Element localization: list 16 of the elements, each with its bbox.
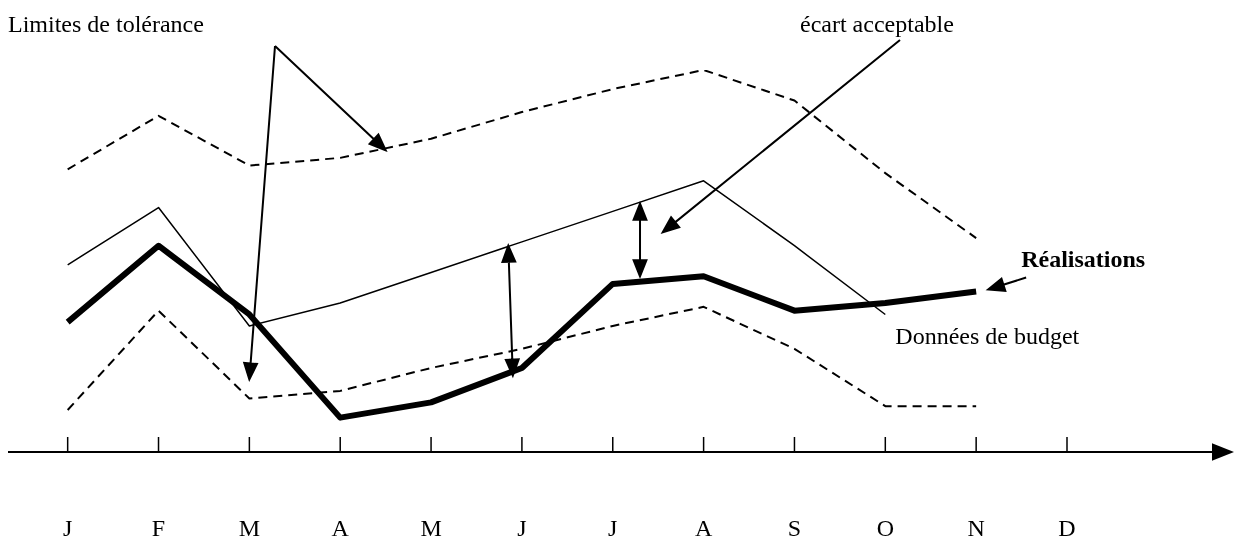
x-tick-label: N [967,514,985,541]
x-tick-label: J [63,514,73,541]
x-tick-label: M [420,514,442,541]
x-tick-label: A [331,514,350,541]
x-tick-label: M [238,514,261,541]
text: Limites de tolérance [8,11,204,37]
x-tick-label: A [694,514,713,541]
series-label: Données de budget [895,323,1080,350]
text: Réalisations [1021,245,1146,272]
x-tick-label: J [608,514,618,541]
x-tick-label: S [787,514,802,541]
x-tick-label: J [517,514,527,541]
x-tick-label: D [1058,514,1076,541]
text: écart acceptable [800,11,954,37]
x-tick-label: F [151,514,166,541]
x-tick-label: O [876,514,894,541]
